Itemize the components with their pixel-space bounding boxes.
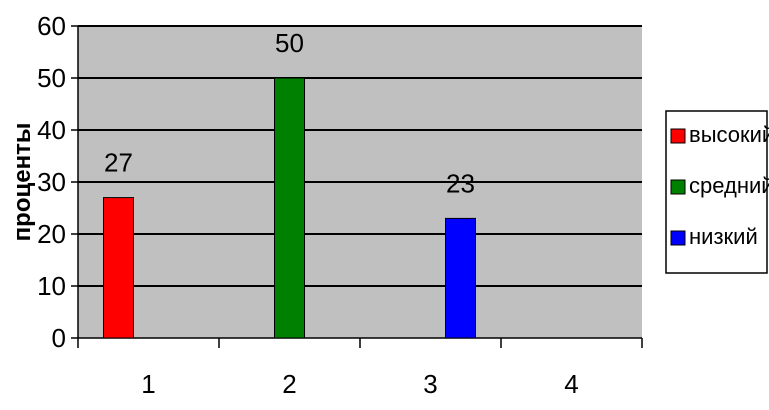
- y-tick-label: 30: [37, 167, 66, 197]
- y-tick-label: 20: [37, 219, 66, 249]
- x-tick-label: 4: [564, 369, 578, 399]
- data-label: 23: [446, 168, 475, 198]
- y-tick-label: 60: [37, 11, 66, 41]
- data-label: 27: [104, 148, 133, 178]
- legend-label: средний: [689, 173, 769, 198]
- legend: высокий средний низкий: [665, 110, 769, 274]
- gridlines: [78, 25, 642, 287]
- data-label: 50: [275, 28, 304, 58]
- bar: [274, 77, 305, 339]
- legend-swatch: [670, 179, 686, 195]
- y-axis-label: проценты: [9, 123, 36, 242]
- x-axis: 1 2 3 4: [77, 337, 643, 399]
- legend-label: низкий: [689, 224, 758, 249]
- legend-label: высокий: [689, 122, 769, 147]
- data-labels: 27 50 23: [104, 28, 475, 198]
- y-tick-label: 50: [37, 63, 66, 93]
- x-tick-label: 2: [282, 369, 296, 399]
- bar: [445, 217, 476, 339]
- y-axis: 0 10 20 30 40 50 60: [37, 11, 79, 353]
- y-tick-label: 10: [37, 271, 66, 301]
- legend-swatch: [670, 128, 686, 144]
- x-tick-label: 3: [423, 369, 437, 399]
- bar: [103, 197, 134, 339]
- x-tick-label: 1: [141, 369, 155, 399]
- bars: [103, 77, 476, 339]
- y-tick-label: 40: [37, 115, 66, 145]
- legend-swatch: [670, 230, 686, 246]
- y-tick-label: 0: [52, 323, 66, 353]
